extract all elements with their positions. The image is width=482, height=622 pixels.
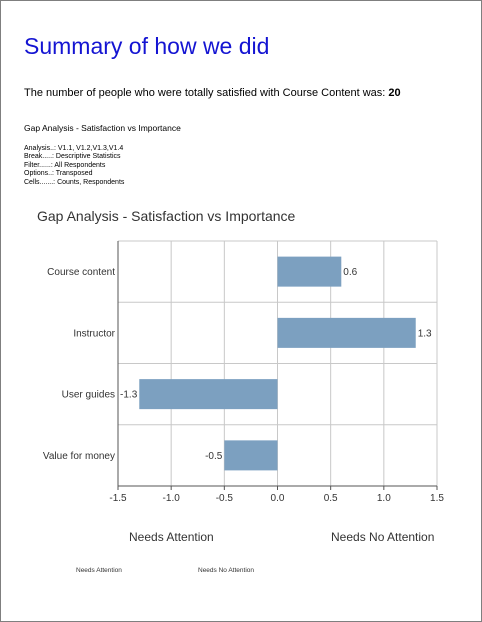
meta-row-options: Options..: Transposed bbox=[24, 170, 124, 178]
x-tick-label: 1.5 bbox=[430, 493, 444, 504]
meta-value: All Respondents bbox=[54, 161, 106, 169]
meta-value: V1.1, V1.2,V1.3,V1.4 bbox=[57, 145, 124, 152]
category-label: Course content bbox=[47, 267, 115, 278]
meta-label: Cells.......: bbox=[24, 178, 56, 186]
x-tick-label: -1.5 bbox=[109, 493, 127, 504]
meta-row-filter: Filter......: All Respondents bbox=[24, 162, 124, 170]
meta-value: Counts, Respondents bbox=[57, 178, 125, 186]
category-label: User guides bbox=[62, 390, 115, 401]
legend-needs-no-attention: Needs No Attention bbox=[198, 567, 255, 574]
x-tick-label: 0.5 bbox=[324, 493, 338, 504]
summary-line: The number of people who were totally sa… bbox=[24, 87, 401, 99]
analysis-metadata: Analysis..: V1.1, V1.2,V1.3,V1.4 Break..… bbox=[24, 145, 124, 187]
x-tick-label: -1.0 bbox=[163, 493, 181, 504]
page-title: Summary of how we did bbox=[24, 33, 270, 59]
meta-value: Descriptive Statistics bbox=[55, 153, 121, 161]
category-label: Instructor bbox=[73, 328, 115, 339]
value-label: 1.3 bbox=[418, 328, 432, 339]
x-tick-label: 1.0 bbox=[377, 493, 391, 504]
chart-grid bbox=[117, 240, 438, 490]
meta-label: Analysis..: bbox=[24, 145, 56, 152]
category-label: Value for money bbox=[43, 451, 115, 462]
meta-label: Filter......: bbox=[24, 161, 53, 169]
meta-label: Break.....: bbox=[24, 153, 54, 161]
bar-user-guides bbox=[139, 379, 278, 410]
meta-row-break: Break.....: Descriptive Statistics bbox=[24, 153, 124, 161]
meta-row-analysis: Analysis..: V1.1, V1.2,V1.3,V1.4 bbox=[24, 145, 124, 153]
value-label: -1.3 bbox=[120, 390, 138, 401]
summary-value: 20 bbox=[388, 87, 401, 99]
value-label: 0.6 bbox=[343, 267, 357, 278]
bar-value-for-money bbox=[224, 440, 278, 471]
bar-instructor bbox=[277, 317, 416, 348]
chart-labels: -1.5 -1.0 -0.5 0.0 0.5 1.0 1.5 Course content 0.… bbox=[43, 267, 444, 504]
chart-bars bbox=[139, 256, 416, 471]
meta-value: Transposed bbox=[55, 170, 93, 178]
legend-needs-attention: Needs Attention bbox=[76, 567, 122, 574]
x-tick-label: -0.5 bbox=[216, 493, 234, 504]
x-tick-label: 0.0 bbox=[271, 493, 285, 504]
meta-label: Options..: bbox=[24, 170, 54, 178]
gap-analysis-heading: Gap Analysis - Satisfaction vs Importanc… bbox=[24, 123, 181, 133]
value-label: -0.5 bbox=[205, 451, 223, 462]
meta-row-cells: Cells.......: Counts, Respondents bbox=[24, 179, 124, 187]
needs-attention-label: Needs Attention bbox=[129, 530, 214, 544]
bar-course-content bbox=[277, 256, 342, 287]
summary-text: The number of people who were totally sa… bbox=[24, 87, 386, 99]
needs-no-attention-label: Needs No Attention bbox=[331, 530, 435, 544]
chart-title: Gap Analysis - Satisfaction vs Importanc… bbox=[37, 208, 296, 224]
